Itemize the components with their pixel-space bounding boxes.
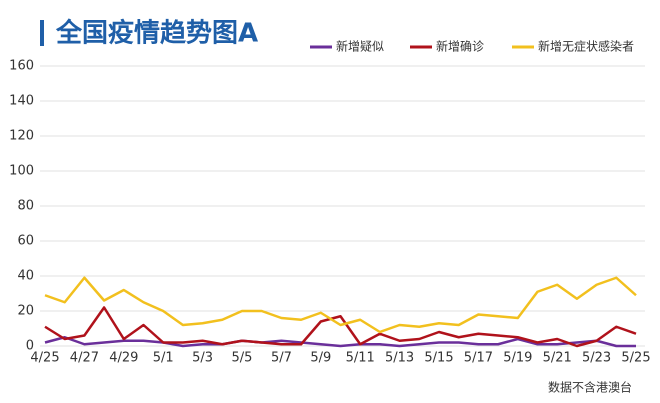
x-tick-label: 5/3	[192, 351, 213, 366]
y-tick-label: 40	[17, 269, 34, 284]
legend-label: 新增无症状感染者	[538, 39, 634, 54]
y-tick-label: 140	[9, 94, 34, 109]
x-tick-label: 5/11	[346, 351, 375, 366]
y-tick-label: 80	[17, 199, 34, 214]
x-tick-label: 4/25	[30, 351, 59, 366]
legend-label: 新增确诊	[436, 39, 484, 54]
line	[44, 276, 637, 334]
x-tick-label: 5/13	[385, 351, 414, 366]
x-tick-label: 5/1	[153, 351, 174, 366]
line	[44, 336, 636, 348]
x-tick-label: 5/15	[424, 351, 453, 366]
x-tick-label: 5/17	[464, 351, 493, 366]
x-tick-label: 4/27	[70, 351, 99, 366]
note: 数据不含港澳台	[548, 380, 632, 395]
y-tick-label: 100	[9, 164, 34, 179]
y-tick-label: 20	[17, 304, 34, 319]
x-tick-label: 5/23	[582, 351, 611, 366]
y-tick-label: 120	[9, 129, 34, 144]
x-tick-label: 4/29	[109, 351, 138, 366]
y-tick-label: 60	[17, 234, 34, 249]
legend-label: 新增疑似	[336, 39, 384, 54]
x-tick-label: 5/21	[543, 351, 572, 366]
line	[44, 306, 637, 348]
x-tick-label: 5/19	[503, 351, 532, 366]
x-tick-label: 5/5	[232, 351, 253, 366]
y-tick-label: 0	[26, 339, 34, 354]
chart-title: 全国疫情趋势图A	[55, 18, 258, 49]
x-tick-label: 5/7	[271, 351, 292, 366]
x-tick-label: 5/9	[310, 351, 331, 366]
x-tick-label: 5/25	[621, 351, 650, 366]
title-accent	[40, 20, 44, 46]
y-tick-label: 160	[9, 59, 34, 74]
